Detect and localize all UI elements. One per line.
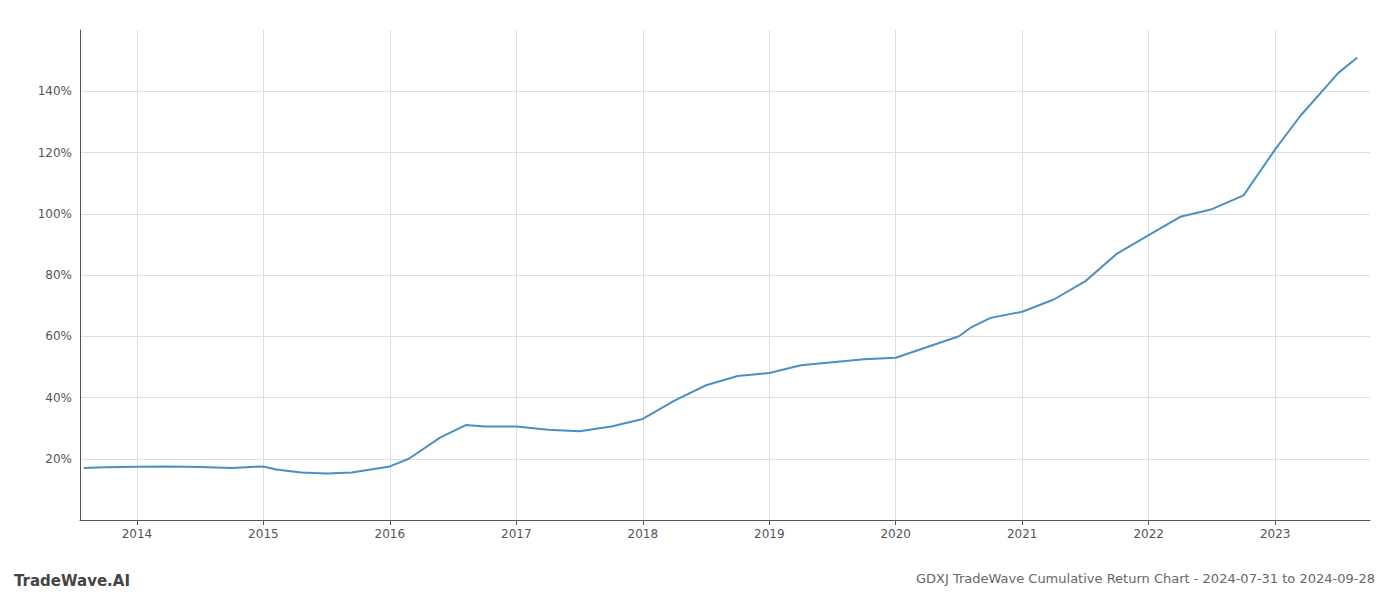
svg-text:80%: 80% [45,268,72,282]
svg-text:120%: 120% [38,146,72,160]
svg-text:2018: 2018 [628,527,659,541]
svg-text:2019: 2019 [754,527,785,541]
svg-text:2022: 2022 [1133,527,1164,541]
svg-text:TradeWave.AI: TradeWave.AI [14,572,130,590]
svg-text:40%: 40% [45,391,72,405]
svg-text:2016: 2016 [375,527,406,541]
svg-text:2021: 2021 [1007,527,1038,541]
svg-text:100%: 100% [38,207,72,221]
svg-text:60%: 60% [45,329,72,343]
svg-text:2017: 2017 [501,527,532,541]
svg-text:2020: 2020 [880,527,911,541]
svg-text:2015: 2015 [248,527,279,541]
svg-text:20%: 20% [45,452,72,466]
svg-text:2014: 2014 [122,527,153,541]
svg-text:GDXJ TradeWave Cumulative Retu: GDXJ TradeWave Cumulative Return Chart -… [916,571,1375,586]
svg-text:140%: 140% [38,84,72,98]
svg-text:2023: 2023 [1260,527,1291,541]
